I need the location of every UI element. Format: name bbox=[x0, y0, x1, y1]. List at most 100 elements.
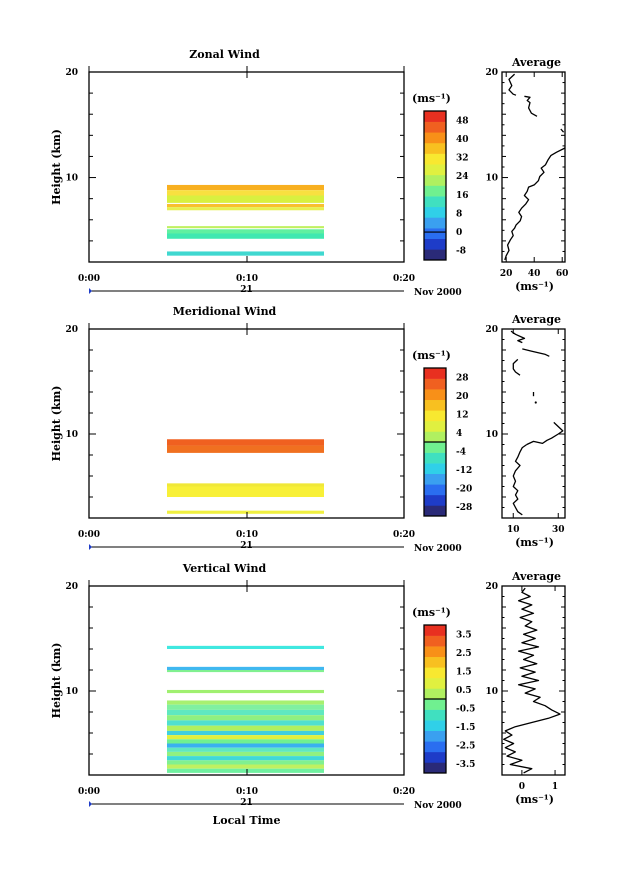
colorbar-tick-label: 28 bbox=[456, 373, 469, 383]
heatmap-band bbox=[167, 195, 324, 203]
average-y-tick-label: 10 bbox=[485, 687, 498, 697]
heatmap-band bbox=[167, 700, 324, 705]
colorbar-tick-label: 0.5 bbox=[456, 686, 472, 696]
colorbar-swatch bbox=[424, 111, 446, 122]
date-day: 21 bbox=[240, 798, 253, 808]
heatmap-band bbox=[167, 715, 324, 721]
average-y-tick-label: 10 bbox=[485, 430, 498, 440]
heatmap-band bbox=[167, 704, 324, 710]
colorbar-tick-label: -1.5 bbox=[456, 723, 475, 733]
colorbar-swatch bbox=[424, 762, 446, 774]
x-axis-label: Local Time bbox=[213, 814, 281, 827]
heatmap-bands bbox=[167, 439, 324, 514]
heatmap-band bbox=[167, 439, 324, 446]
colorbar-swatch bbox=[424, 741, 446, 753]
chart-title: Vertical Wind bbox=[182, 562, 267, 575]
colorbar-tick-label: -2.5 bbox=[456, 741, 475, 751]
y-axis-label: Height (km) bbox=[50, 386, 63, 462]
heatmap-band bbox=[167, 670, 324, 673]
colorbar-tick-label: 4 bbox=[456, 429, 462, 439]
colorbar-unit-label: (ms⁻¹) bbox=[412, 92, 451, 105]
heatmap-band bbox=[167, 184, 324, 191]
colorbar-tick-label: 40 bbox=[456, 135, 469, 145]
heatmap-band bbox=[167, 483, 324, 487]
colorbar-tick-label: 24 bbox=[456, 172, 469, 182]
colorbar-swatch bbox=[424, 132, 446, 144]
average-profile-line bbox=[512, 358, 521, 376]
average-profile-line bbox=[524, 95, 538, 117]
heatmap-band bbox=[167, 445, 324, 453]
heatmap-band bbox=[167, 251, 324, 256]
date-day: 21 bbox=[240, 541, 253, 551]
average-title: Average bbox=[511, 313, 561, 326]
colorbar-tick-label: 3.5 bbox=[456, 630, 472, 640]
x-tick-label: 0:00 bbox=[78, 274, 100, 284]
average-x-tick-label: 1 bbox=[552, 782, 558, 792]
colorbar-swatch bbox=[424, 720, 446, 732]
colorbar-unit-label: (ms⁻¹) bbox=[412, 606, 451, 619]
colorbar-swatch bbox=[424, 463, 446, 475]
panel-1: Zonal Wind 10 20 Height (km) 0:00 0:10 0:20 21 N… bbox=[50, 48, 568, 298]
colorbar-swatch bbox=[424, 442, 446, 453]
colorbar-swatch bbox=[424, 174, 446, 186]
colorbar-swatch bbox=[424, 431, 446, 443]
heatmap-band bbox=[167, 666, 324, 670]
x-tick-label: 0:20 bbox=[393, 530, 415, 540]
heatmap-band bbox=[167, 756, 324, 761]
colorbar-swatch bbox=[424, 217, 446, 229]
average-frame bbox=[501, 71, 566, 263]
colorbar-swatch bbox=[424, 153, 446, 165]
colorbar-swatch bbox=[424, 142, 446, 154]
heatmap-band bbox=[167, 768, 324, 773]
colorbar-swatch bbox=[424, 452, 446, 464]
average-y-tick-label: 20 bbox=[485, 325, 498, 335]
average-y-tick-label: 20 bbox=[485, 582, 498, 592]
heatmap-band bbox=[167, 510, 324, 514]
average-x-tick-label: 60 bbox=[556, 269, 569, 279]
date-ruler-marker bbox=[89, 801, 92, 807]
colorbar-swatch bbox=[424, 677, 446, 689]
colorbar-tick-label: -0.5 bbox=[456, 704, 475, 714]
colorbar-swatch bbox=[424, 206, 446, 218]
heatmap-band bbox=[167, 486, 324, 497]
colorbar-tick-label: 20 bbox=[456, 392, 469, 402]
colorbar-tick-label: 32 bbox=[456, 154, 469, 164]
colorbar-swatch bbox=[424, 249, 446, 261]
x-tick-label: 0:20 bbox=[393, 274, 415, 284]
heatmap-band bbox=[167, 203, 324, 208]
average-x-axis-label: (ms⁻¹) bbox=[515, 536, 554, 549]
heatmap-band bbox=[167, 233, 324, 239]
y-tick-label: 10 bbox=[65, 687, 78, 697]
colorbar-swatch bbox=[424, 389, 446, 401]
colorbar-swatch bbox=[424, 196, 446, 208]
average-profile-line bbox=[560, 128, 565, 133]
colorbar-tick-label: 16 bbox=[456, 191, 469, 201]
colorbar-swatch bbox=[424, 410, 446, 422]
average-y-tick-label: 10 bbox=[485, 174, 498, 184]
average-x-tick-label: 40 bbox=[528, 269, 541, 279]
colorbar-swatch bbox=[424, 688, 446, 700]
colorbar-tick-label: -12 bbox=[456, 466, 472, 476]
colorbar-swatch bbox=[424, 238, 446, 250]
y-tick-label: 20 bbox=[65, 68, 78, 78]
y-tick-label: 10 bbox=[65, 174, 78, 184]
heatmap-bands bbox=[167, 645, 324, 773]
heatmap-band bbox=[167, 747, 324, 752]
chart-title: Meridional Wind bbox=[173, 305, 277, 318]
heatmap-bands bbox=[167, 184, 324, 256]
colorbar-tick-label: 1.5 bbox=[456, 667, 472, 677]
heatmap-band bbox=[167, 739, 324, 744]
colorbar-swatch bbox=[424, 420, 446, 432]
colorbar-swatch bbox=[424, 228, 446, 240]
average-title: Average bbox=[511, 56, 561, 69]
colorbar-tick-label: 0 bbox=[456, 228, 462, 238]
colorbar-swatch bbox=[424, 730, 446, 742]
y-tick-label: 20 bbox=[65, 325, 78, 335]
colorbar-swatch bbox=[424, 185, 446, 197]
y-axis-label: Height (km) bbox=[50, 643, 63, 719]
colorbar-swatch bbox=[424, 699, 446, 710]
average-profile-line bbox=[503, 587, 561, 774]
heatmap-band bbox=[167, 751, 324, 757]
x-tick-label: 0:00 bbox=[78, 787, 100, 797]
